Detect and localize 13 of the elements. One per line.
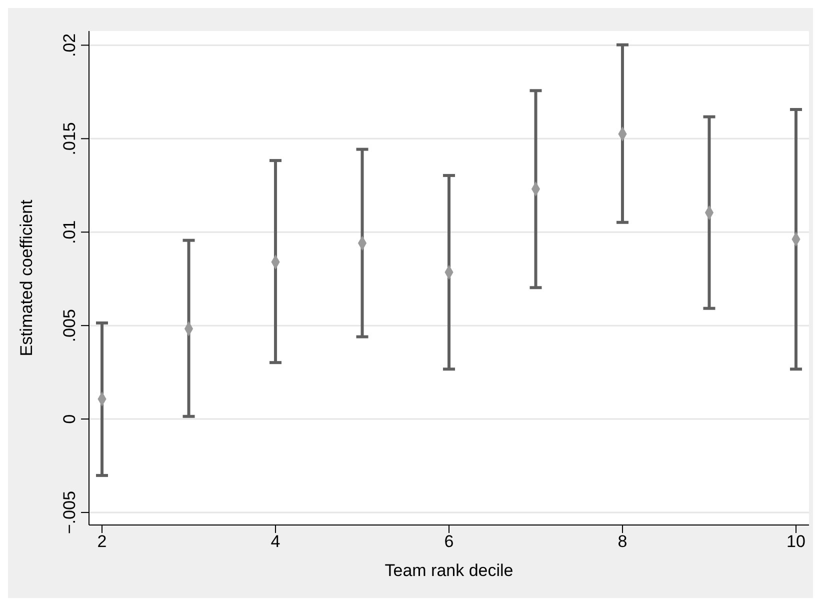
y-tick-label: −.005 [60, 490, 79, 534]
y-axis-title: Estimated coefficient [17, 199, 36, 356]
y-tick-label: .01 [60, 220, 79, 244]
y-tick-label: .015 [60, 122, 79, 156]
y-tick-label: .005 [60, 309, 79, 342]
x-tick-label: 10 [786, 532, 806, 552]
x-axis-title: Team rank decile [384, 561, 514, 580]
y-tick-label: 0 [60, 414, 79, 424]
x-tick-label: 2 [97, 532, 107, 552]
y-tick-label: .02 [60, 33, 79, 58]
x-tick-label: 6 [444, 532, 454, 552]
x-tick-label: 8 [618, 532, 628, 552]
x-tick-label: 4 [270, 532, 280, 552]
